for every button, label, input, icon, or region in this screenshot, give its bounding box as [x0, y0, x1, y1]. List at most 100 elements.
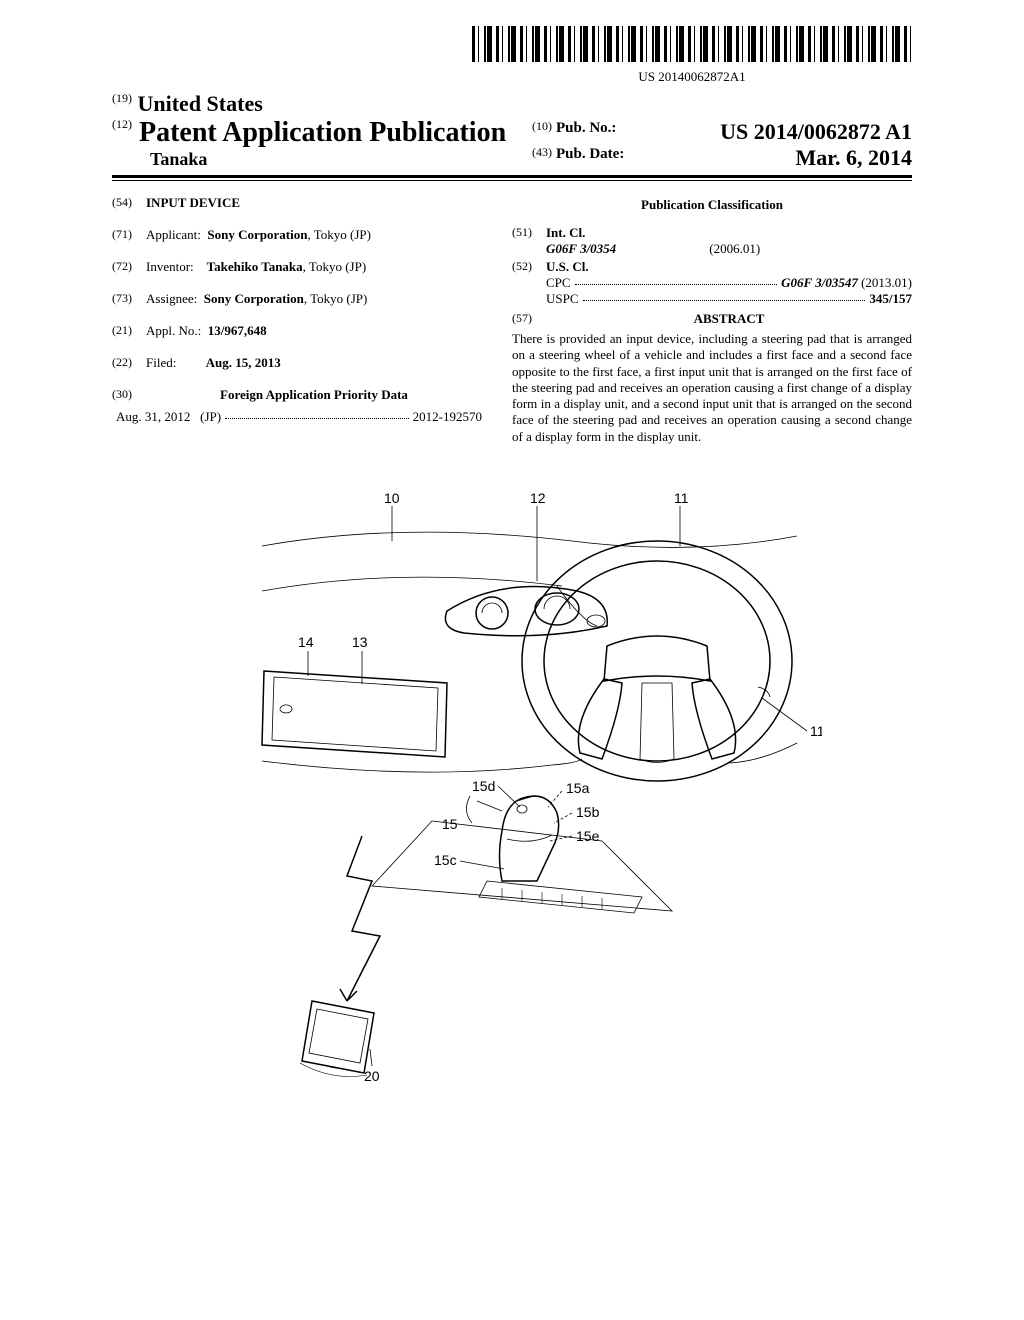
cpc-right: G06F 3/03547 (2013.01) — [781, 275, 912, 291]
header-row: (19) United States (12) Patent Applicati… — [112, 91, 912, 171]
figure-block: 10 12 11 14 13 110a 15 15d 15a 15b 15e 1… — [112, 461, 912, 1086]
dots — [225, 409, 409, 419]
applno-value: 13/967,648 — [208, 323, 267, 338]
pub-no-value: US 2014/0062872 A1 — [720, 119, 912, 145]
cpc-value: G06F 3/03547 — [781, 275, 858, 290]
doc-type: Patent Application Publication — [139, 117, 506, 148]
code-19: (19) — [112, 91, 132, 105]
inventor-name: Takehiko Tanaka — [207, 259, 303, 274]
filed-body: Filed: Aug. 15, 2013 — [146, 355, 482, 371]
code-54: (54) — [112, 195, 146, 211]
cpc-year: (2013.01) — [861, 275, 912, 290]
barcode-block: US 20140062872A1 — [112, 26, 912, 85]
fig-label-15d: 15d — [472, 778, 495, 794]
code-22: (22) — [112, 355, 146, 371]
country: United States — [138, 91, 263, 116]
dots — [575, 275, 778, 285]
abstract-title: ABSTRACT — [546, 311, 912, 327]
pub-date-value: Mar. 6, 2014 — [795, 145, 912, 171]
applicant-loc: , Tokyo (JP) — [307, 227, 371, 242]
barcode-text: US 20140062872A1 — [472, 69, 912, 85]
code-10: (10) — [532, 119, 552, 133]
title-value: INPUT DEVICE — [146, 195, 482, 211]
doc-type-line: (12) Patent Application Publication — [112, 117, 532, 149]
inventor-label: Inventor: — [146, 259, 194, 274]
intcl-year: (2006.01) — [709, 241, 760, 256]
uspc-value: 345/157 — [869, 291, 912, 307]
assignee-label: Assignee: — [146, 291, 197, 306]
applno-label: Appl. No.: — [146, 323, 201, 338]
country-line: (19) United States — [112, 91, 532, 117]
classification-title: Publication Classification — [512, 197, 912, 213]
patent-page: US 20140062872A1 (19) United States (12)… — [0, 0, 1024, 1320]
pub-date-line: (43) Pub. Date: Mar. 6, 2014 — [532, 145, 912, 163]
applicant-name: Sony Corporation — [207, 227, 307, 242]
fig-label-12: 12 — [530, 490, 546, 506]
cpc-label: CPC — [546, 275, 571, 291]
biblio-left: (54) INPUT DEVICE (71) Applicant: Sony C… — [112, 195, 482, 445]
rule-thick — [112, 175, 912, 178]
fig-label-20: 20 — [364, 1068, 380, 1081]
pub-date-label: Pub. Date: — [556, 146, 624, 162]
priority-country: (JP) — [200, 409, 221, 425]
inventor-body: Inventor: Takehiko Tanaka, Tokyo (JP) — [146, 259, 482, 275]
filed-value: Aug. 15, 2013 — [206, 355, 281, 370]
code-12: (12) — [112, 117, 132, 131]
fig-label-11: 11 — [674, 490, 689, 506]
field-54: (54) INPUT DEVICE — [112, 195, 482, 211]
assignee-name: Sony Corporation — [204, 291, 304, 306]
barcode-icon — [472, 26, 912, 62]
abstract-text: There is provided an input device, inclu… — [512, 331, 912, 445]
assignee-loc: , Tokyo (JP) — [304, 291, 368, 306]
fig-label-15: 15 — [442, 816, 458, 832]
cpc-line: CPC G06F 3/03547 (2013.01) — [546, 275, 912, 291]
field-73: (73) Assignee: Sony Corporation, Tokyo (… — [112, 291, 482, 307]
fig-label-110a: 110a — [810, 723, 822, 739]
code-21: (21) — [112, 323, 146, 339]
field-22: (22) Filed: Aug. 15, 2013 — [112, 355, 482, 371]
intcl-body: Int. Cl. G06F 3/0354 (2006.01) — [546, 225, 912, 257]
filed-label: Filed: — [146, 355, 176, 370]
intcl-line: G06F 3/0354 (2006.01) — [546, 241, 912, 257]
pub-no-line: (10) Pub. No.: US 2014/0062872 A1 — [532, 119, 912, 137]
uscl-label: U.S. Cl. — [546, 259, 912, 275]
fig-label-14: 14 — [298, 634, 314, 650]
field-52: (52) U.S. Cl. CPC G06F 3/03547 (2013.01)… — [512, 259, 912, 307]
intcl-label: Int. Cl. — [546, 225, 912, 241]
field-71: (71) Applicant: Sony Corporation, Tokyo … — [112, 227, 482, 243]
rule-thin — [112, 180, 912, 181]
code-52: (52) — [512, 259, 546, 307]
fig-label-15e: 15e — [576, 828, 600, 844]
header-right: (10) Pub. No.: US 2014/0062872 A1 (43) P… — [532, 91, 912, 171]
field-57: (57) ABSTRACT — [512, 311, 912, 327]
intcl-code: G06F 3/0354 — [546, 241, 706, 257]
priority-title: Foreign Application Priority Data — [146, 387, 482, 403]
field-21: (21) Appl. No.: 13/967,648 — [112, 323, 482, 339]
uspc-line: USPC 345/157 — [546, 291, 912, 307]
inventor-loc: , Tokyo (JP) — [303, 259, 367, 274]
dots — [583, 291, 866, 301]
field-72: (72) Inventor: Takehiko Tanaka, Tokyo (J… — [112, 259, 482, 275]
header-left: (19) United States (12) Patent Applicati… — [112, 91, 532, 171]
code-57: (57) — [512, 311, 546, 327]
patent-figure-svg: 10 12 11 14 13 110a 15 15d 15a 15b 15e 1… — [202, 461, 822, 1081]
fig-label-15c: 15c — [434, 852, 457, 868]
fig-label-15b: 15b — [576, 804, 600, 820]
code-71: (71) — [112, 227, 146, 243]
priority-data-line: Aug. 31, 2012 (JP) 2012-192570 — [116, 409, 482, 425]
priority-date: Aug. 31, 2012 — [116, 409, 190, 425]
bibliographic-section: (54) INPUT DEVICE (71) Applicant: Sony C… — [112, 195, 912, 445]
applno-body: Appl. No.: 13/967,648 — [146, 323, 482, 339]
assignee-body: Assignee: Sony Corporation, Tokyo (JP) — [146, 291, 482, 307]
fig-label-15a: 15a — [566, 780, 590, 796]
priority-number: 2012-192570 — [413, 409, 482, 425]
field-51: (51) Int. Cl. G06F 3/0354 (2006.01) — [512, 225, 912, 257]
field-30: (30) Foreign Application Priority Data — [112, 387, 482, 403]
applicant-body: Applicant: Sony Corporation, Tokyo (JP) — [146, 227, 482, 243]
uspc-label: USPC — [546, 291, 579, 307]
fig-label-13: 13 — [352, 634, 368, 650]
code-51: (51) — [512, 225, 546, 257]
biblio-right: Publication Classification (51) Int. Cl.… — [512, 195, 912, 445]
fig-label-10: 10 — [384, 490, 400, 506]
code-43: (43) — [532, 145, 552, 159]
